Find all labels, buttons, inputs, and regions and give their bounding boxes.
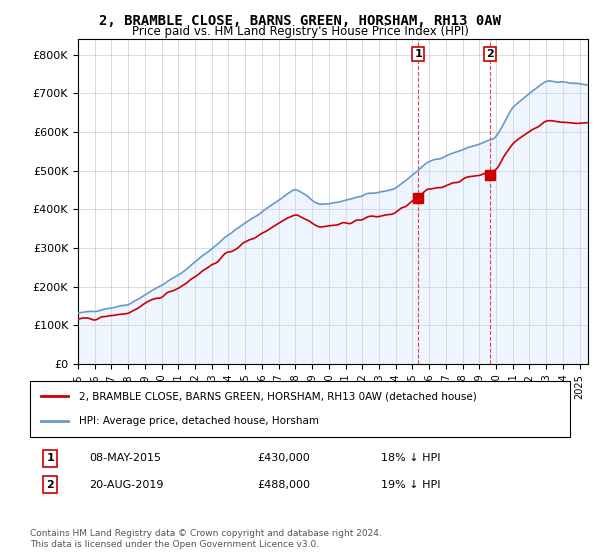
Text: 2, BRAMBLE CLOSE, BARNS GREEN, HORSHAM, RH13 0AW: 2, BRAMBLE CLOSE, BARNS GREEN, HORSHAM, …: [99, 14, 501, 28]
Text: 19% ↓ HPI: 19% ↓ HPI: [381, 479, 440, 489]
Text: 2: 2: [46, 479, 54, 489]
Text: Price paid vs. HM Land Registry's House Price Index (HPI): Price paid vs. HM Land Registry's House …: [131, 25, 469, 38]
Text: 18% ↓ HPI: 18% ↓ HPI: [381, 454, 440, 464]
Text: 1: 1: [415, 49, 422, 59]
Text: 2, BRAMBLE CLOSE, BARNS GREEN, HORSHAM, RH13 0AW (detached house): 2, BRAMBLE CLOSE, BARNS GREEN, HORSHAM, …: [79, 391, 476, 402]
Text: 2: 2: [486, 49, 494, 59]
Text: £488,000: £488,000: [257, 479, 310, 489]
Text: 08-MAY-2015: 08-MAY-2015: [89, 454, 161, 464]
Text: £430,000: £430,000: [257, 454, 310, 464]
Text: 20-AUG-2019: 20-AUG-2019: [89, 479, 164, 489]
FancyBboxPatch shape: [30, 381, 570, 437]
Text: Contains HM Land Registry data © Crown copyright and database right 2024.
This d: Contains HM Land Registry data © Crown c…: [30, 529, 382, 549]
Text: HPI: Average price, detached house, Horsham: HPI: Average price, detached house, Hors…: [79, 416, 319, 426]
Text: 1: 1: [46, 454, 54, 464]
